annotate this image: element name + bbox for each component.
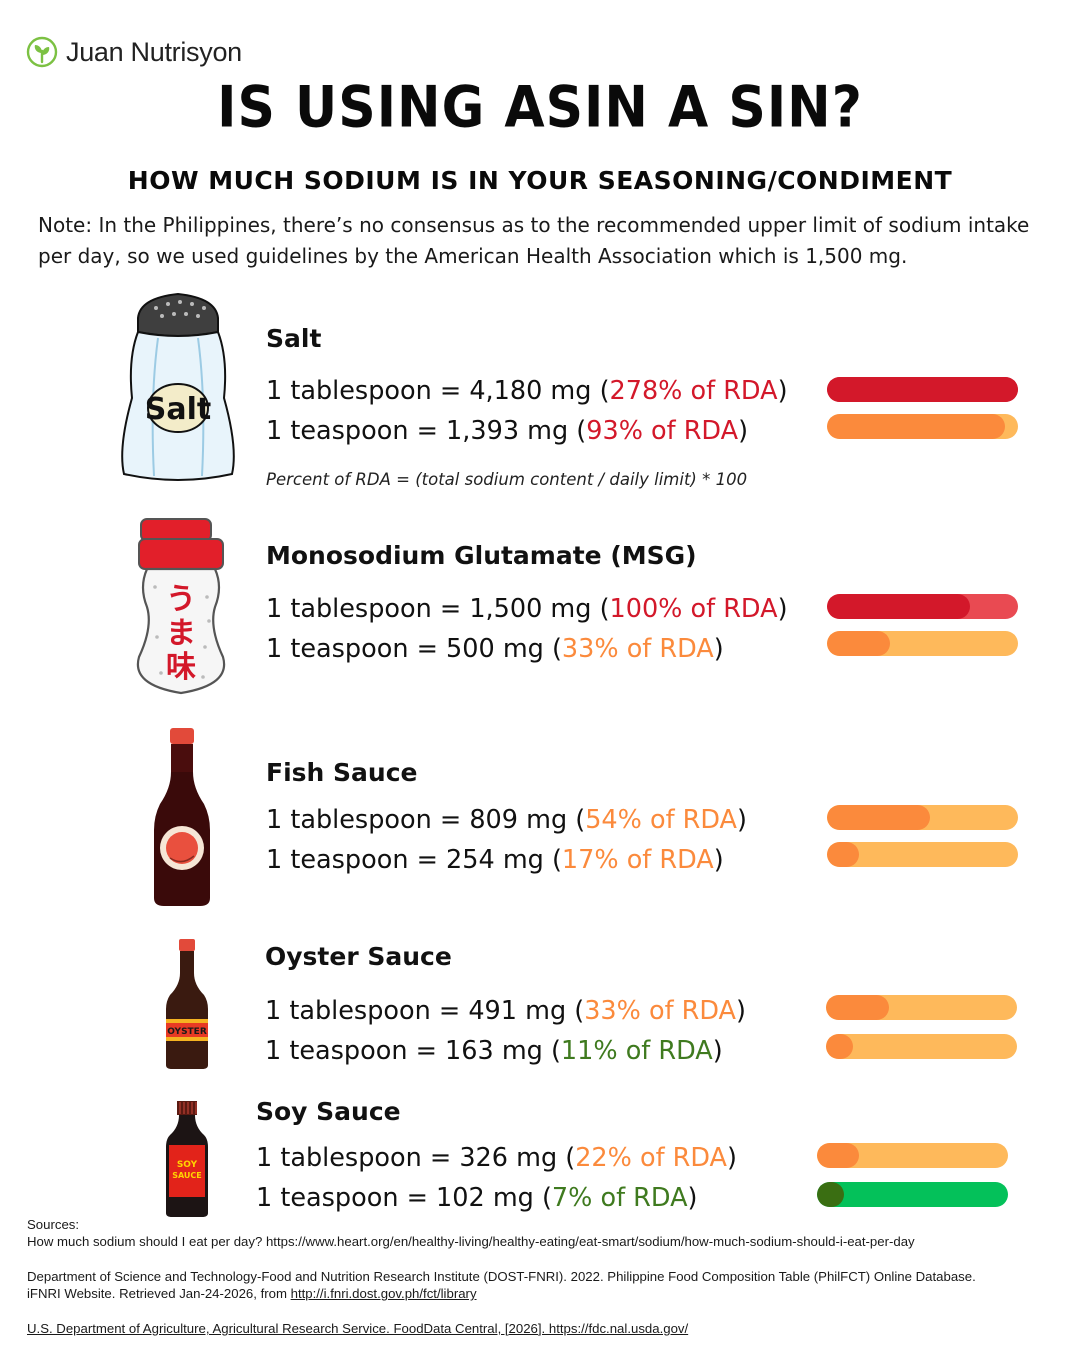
- salt-shaker-icon: Salt: [121, 292, 235, 481]
- salt-tbsp-amount: 1 tablespoon = 4,180 mg (: [266, 376, 610, 406]
- msg-tbsp-suffix: ): [777, 594, 788, 624]
- note-text: Note: In the Philippines, there’s no con…: [38, 213, 1030, 268]
- salt-label: Salt: [145, 392, 211, 427]
- item-name-msg: Monosodium Glutamate (MSG): [266, 541, 697, 570]
- msg-teaspoon-bar: [827, 631, 1018, 656]
- msg-teaspoon-line: 1 teaspoon = 500 mg (33% of RDA): [266, 634, 724, 664]
- sprout-icon: [26, 36, 58, 68]
- msg-teaspoon-bar-fill: [827, 631, 891, 656]
- soy-sauce-tbsp-amount: 1 tablespoon = 326 mg (: [256, 1143, 576, 1173]
- fish-sauce-tablespoon-bar: [827, 805, 1018, 830]
- salt-tablespoon-bar: [827, 377, 1018, 402]
- soy-sauce-tsp-amount: 1 teaspoon = 102 mg (: [256, 1183, 552, 1213]
- msg-tablespoon-bar-fill: [827, 594, 971, 619]
- salt-teaspoon-bar: [827, 414, 1018, 439]
- oyster-sauce-tsp-amount: 1 teaspoon = 163 mg (: [265, 1036, 561, 1066]
- brand-logo: Juan Nutrisyon: [26, 36, 242, 68]
- soy-sauce-tbsp-suffix: ): [727, 1143, 737, 1173]
- fish-sauce-teaspoon-line: 1 teaspoon = 254 mg (17% of RDA): [266, 845, 724, 875]
- oyster-sauce-tbsp-percent: 33% of RDA: [584, 996, 737, 1026]
- fish-sauce-tsp-suffix: ): [713, 845, 724, 875]
- source-fnri-line1: Department of Science and Technology-Foo…: [27, 1269, 976, 1284]
- msg-tsp-amount: 1 teaspoon = 500 mg (: [266, 634, 562, 664]
- fish-sauce-teaspoon-bar-fill: [827, 842, 860, 867]
- soy-sauce-teaspoon-bar: [817, 1182, 1008, 1207]
- oyster-sauce-tablespoon-bar-fill: [826, 995, 890, 1020]
- item-name-soy-sauce: Soy Sauce: [256, 1097, 401, 1126]
- fish-sauce-tbsp-percent: 54% of RDA: [585, 805, 738, 835]
- msg-tsp-suffix: ): [713, 634, 724, 664]
- source-fnri-link[interactable]: http://i.fnri.dost.gov.ph/fct/library: [290, 1286, 477, 1301]
- svg-text:ま: ま: [166, 616, 196, 651]
- fish-sauce-tbsp-amount: 1 tablespoon = 809 mg (: [266, 805, 586, 835]
- soy-sauce-tablespoon-bar: [817, 1143, 1008, 1168]
- fish-sauce-tbsp-suffix: ): [737, 805, 747, 835]
- source-fnri-prefix: iFNRI Website. Retrieved Jan-24-2026, fr…: [27, 1286, 291, 1301]
- soy-label-2: SAUCE: [172, 1171, 202, 1180]
- msg-tsp-percent: 33% of RDA: [561, 634, 714, 664]
- brand-name: Juan Nutrisyon: [66, 36, 242, 67]
- page-subtitle: HOW MUCH SODIUM IS IN YOUR SEASONING/CON…: [127, 166, 953, 195]
- source-fnri-line2: iFNRI Website. Retrieved Jan-24-2026, fr…: [27, 1285, 1067, 1302]
- msg-tbsp-amount: 1 tablespoon = 1,500 mg (: [266, 594, 610, 624]
- source-usda-link[interactable]: U.S. Department of Agriculture, Agricult…: [27, 1321, 689, 1336]
- source-aha: How much sodium should I eat per day? ht…: [27, 1234, 915, 1249]
- msg-tablespoon-bar: [827, 594, 1018, 619]
- soy-sauce-teaspoon-bar-fill: [817, 1182, 844, 1207]
- fish-sauce-bottle-icon: [154, 728, 210, 906]
- salt-tbsp-suffix: ): [777, 376, 788, 406]
- oyster-sauce-bottle-icon: OYSTER: [166, 939, 208, 1069]
- soy-sauce-tablespoon-line: 1 tablespoon = 326 mg (22% of RDA): [256, 1143, 737, 1173]
- oyster-sauce-teaspoon-line: 1 teaspoon = 163 mg (11% of RDA): [265, 1036, 723, 1066]
- oyster-sauce-teaspoon-bar-fill: [826, 1034, 853, 1059]
- oyster-sauce-tsp-percent: 11% of RDA: [560, 1036, 713, 1066]
- oyster-sauce-tsp-suffix: ): [712, 1036, 723, 1066]
- salt-tsp-suffix: ): [738, 416, 749, 446]
- fish-sauce-teaspoon-bar: [827, 842, 1018, 867]
- sources-section: Sources: How much sodium should I eat pe…: [27, 1216, 1067, 1337]
- svg-text:味: 味: [166, 650, 196, 685]
- soy-sauce-bottle-icon: SOY SAUCE: [166, 1101, 208, 1217]
- salt-tablespoon-line: 1 tablespoon = 4,180 mg (278% of RDA): [266, 376, 788, 406]
- salt-teaspoon-line: 1 teaspoon = 1,393 mg (93% of RDA): [266, 416, 748, 446]
- salt-tbsp-percent: 278% of RDA: [609, 376, 778, 406]
- sources-heading: Sources:: [27, 1217, 80, 1232]
- svg-text:う: う: [166, 582, 196, 617]
- soy-sauce-tablespoon-bar-fill: [817, 1143, 860, 1168]
- oyster-sauce-tbsp-amount: 1 tablespoon = 491 mg (: [265, 996, 585, 1026]
- salt-tsp-amount: 1 teaspoon = 1,393 mg (: [266, 416, 587, 446]
- oyster-sauce-teaspoon-bar: [826, 1034, 1017, 1059]
- fish-sauce-tablespoon-bar-fill: [827, 805, 931, 830]
- item-name-oyster-sauce: Oyster Sauce: [265, 942, 452, 971]
- page-title: IS USING ASIN A SIN?: [217, 75, 863, 141]
- soy-sauce-tsp-suffix: ): [687, 1183, 698, 1213]
- msg-shaker-icon: う ま 味: [136, 518, 226, 695]
- salt-teaspoon-bar-fill: [827, 414, 1005, 439]
- msg-tablespoon-line: 1 tablespoon = 1,500 mg (100% of RDA): [266, 594, 788, 624]
- item-name-fish-sauce: Fish Sauce: [266, 758, 418, 787]
- soy-sauce-tbsp-percent: 22% of RDA: [575, 1143, 728, 1173]
- salt-tablespoon-bar-fill: [827, 377, 1018, 402]
- fish-sauce-tsp-amount: 1 teaspoon = 254 mg (: [266, 845, 562, 875]
- soy-sauce-tsp-percent: 7% of RDA: [551, 1183, 688, 1213]
- oyster-sauce-tablespoon-line: 1 tablespoon = 491 mg (33% of RDA): [265, 996, 746, 1026]
- fish-sauce-tablespoon-line: 1 tablespoon = 809 mg (54% of RDA): [266, 805, 747, 835]
- oyster-label: OYSTER: [167, 1027, 207, 1037]
- item-name-salt: Salt: [266, 324, 322, 353]
- fish-sauce-tsp-percent: 17% of RDA: [561, 845, 714, 875]
- oyster-sauce-tablespoon-bar: [826, 995, 1017, 1020]
- oyster-sauce-tbsp-suffix: ): [736, 996, 746, 1026]
- rda-formula: Percent of RDA = (total sodium content /…: [266, 470, 748, 489]
- soy-label-1: SOY: [177, 1160, 198, 1170]
- salt-tsp-percent: 93% of RDA: [586, 416, 739, 446]
- msg-tbsp-percent: 100% of RDA: [609, 594, 778, 624]
- soy-sauce-teaspoon-line: 1 teaspoon = 102 mg (7% of RDA): [256, 1183, 697, 1213]
